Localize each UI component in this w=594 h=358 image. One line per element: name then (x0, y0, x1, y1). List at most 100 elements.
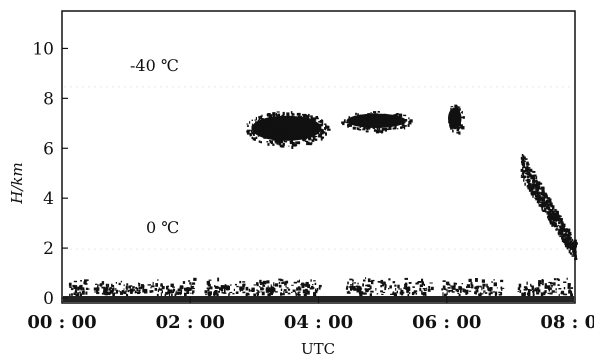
echo-speck (540, 292, 543, 297)
echo-speck (101, 292, 105, 295)
echo-speck (532, 291, 535, 295)
echo-speck (384, 286, 387, 291)
echo-speck (448, 283, 451, 286)
echo-speck (298, 135, 300, 138)
echo-speck (355, 112, 357, 115)
echo-speck (547, 215, 550, 219)
echo-speck (161, 286, 165, 290)
echo-speck (260, 118, 264, 122)
echo-speck (152, 281, 154, 286)
echo-speck (286, 122, 289, 125)
echo-speck (442, 285, 446, 289)
echo-speck (546, 205, 548, 210)
echo-speck (225, 285, 229, 289)
echo-speck (150, 290, 154, 293)
echo-speck (525, 171, 527, 173)
echo-speck (530, 285, 533, 287)
echo-speck (229, 284, 232, 286)
echo-speck (411, 292, 415, 295)
echo-speck (79, 285, 82, 290)
echo-speck (556, 227, 558, 231)
echo-speck (278, 114, 280, 118)
echo-speck (530, 188, 533, 192)
echo-speck (560, 221, 563, 224)
echo-speck (535, 182, 539, 186)
y-tick-label: 4 (43, 189, 54, 209)
echo-speck (553, 214, 556, 217)
echo-speck (466, 286, 468, 289)
echo-speck (342, 123, 345, 126)
echo-speck (267, 127, 271, 131)
echo-speck (281, 114, 283, 118)
echo-speck (289, 141, 291, 143)
echo-speck (275, 140, 277, 144)
echo-speck (569, 232, 572, 236)
echo-speck (534, 197, 536, 199)
echo-speck (305, 126, 308, 129)
echo-speck (188, 280, 191, 282)
echo-speck (356, 122, 359, 126)
echo-speck (127, 289, 130, 293)
echo-speck (257, 134, 260, 137)
echo-speck (359, 124, 362, 128)
echo-speck (362, 128, 365, 131)
echo-speck (352, 282, 354, 286)
echo-speck (274, 128, 277, 132)
echo-speck (324, 123, 327, 125)
echo-speck (367, 278, 371, 283)
echo-speck (521, 157, 525, 162)
echo-speck (312, 284, 314, 286)
echo-speck (549, 215, 553, 219)
echo-speck (388, 287, 390, 290)
echo-speck (208, 279, 212, 281)
echo-speck (251, 136, 253, 140)
echo-speck (456, 118, 458, 120)
echo-speck (275, 132, 277, 134)
echo-speck (402, 126, 405, 129)
echo-speck (299, 130, 302, 132)
echo-speck (306, 290, 310, 295)
echo-speck (421, 290, 423, 295)
echo-speck (103, 287, 106, 292)
echo-region (520, 154, 578, 261)
echo-speck (260, 141, 262, 144)
echo-speck (540, 280, 543, 282)
echo-speck (284, 118, 287, 121)
echo-speck (551, 286, 553, 288)
echo-speck (269, 292, 271, 296)
echo-speck (544, 206, 546, 210)
echo-speck (557, 224, 560, 226)
echo-speck (343, 119, 346, 123)
echo-speck (465, 292, 468, 295)
echo-speck (551, 221, 555, 224)
echo-speck (524, 182, 526, 186)
echo-speck (493, 279, 495, 281)
echo-speck (452, 291, 455, 293)
echo-speck (374, 113, 378, 115)
echo-speck (407, 293, 410, 298)
echo-speck (93, 287, 97, 291)
echo-speck (305, 281, 309, 286)
echo-speck (260, 291, 262, 293)
echo-speck (415, 292, 418, 295)
echo-speck (559, 218, 563, 222)
echo-speck (523, 160, 526, 163)
echo-speck (548, 217, 551, 220)
echo-speck (299, 136, 302, 138)
echo-speck (297, 292, 300, 296)
echo-speck (272, 143, 275, 146)
echo-speck (404, 283, 408, 288)
echo-speck (257, 290, 260, 292)
echo-speck (84, 279, 88, 282)
echo-speck (545, 210, 547, 212)
echo-speck (544, 285, 548, 289)
echo-speck (263, 123, 267, 126)
y-tick-label: 0 (43, 289, 54, 309)
echo-speck (303, 137, 307, 141)
echo-speck (551, 218, 554, 221)
echo-speck (527, 180, 529, 184)
echo-speck (389, 285, 392, 289)
echo-speck (213, 291, 215, 295)
echo-speck (239, 286, 243, 291)
echo-speck (560, 234, 562, 236)
